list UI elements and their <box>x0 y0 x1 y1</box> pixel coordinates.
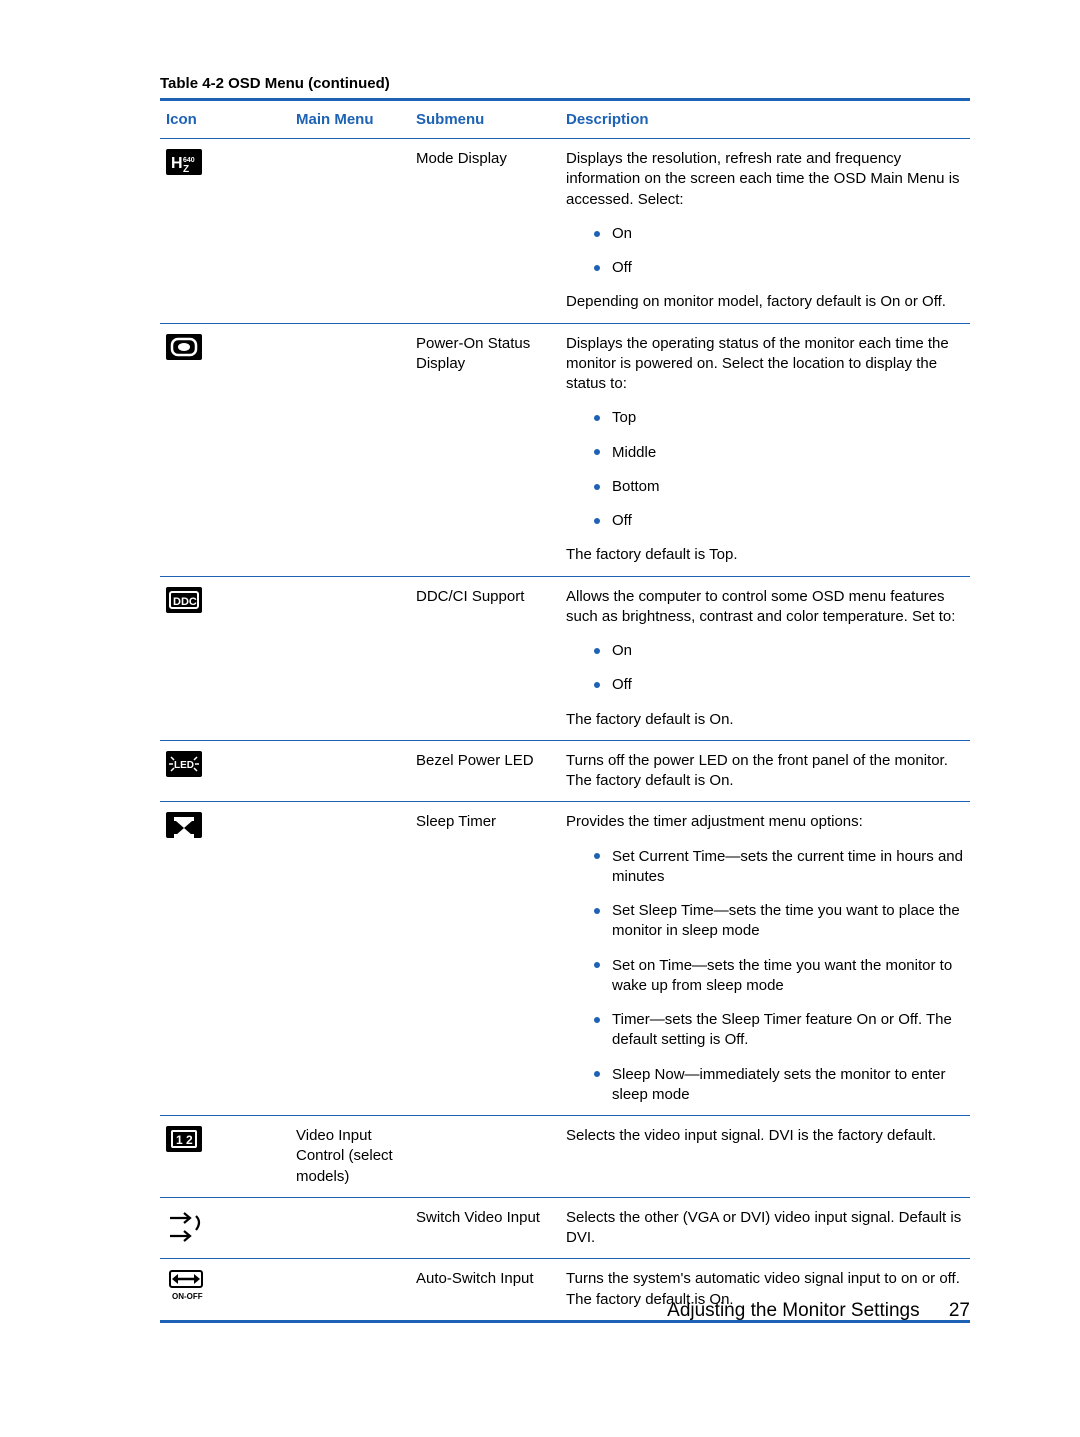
switch-input-icon <box>160 1197 290 1259</box>
col-header-main: Main Menu <box>290 101 410 139</box>
table-row: Switch Video InputSelects the other (VGA… <box>160 1197 970 1259</box>
description-cell: Selects the video input signal. DVI is t… <box>560 1116 970 1198</box>
auto-switch-icon: ON-OFF <box>160 1259 290 1320</box>
submenu-cell: Sleep Timer <box>410 802 560 1116</box>
description-cell: Displays the operating status of the mon… <box>560 323 970 576</box>
description-bullet: Timer—sets the Sleep Timer feature On or… <box>594 1010 964 1051</box>
submenu-cell: Auto-Switch Input <box>410 1259 560 1320</box>
description-bullet-list: Set Current Time—sets the current time i… <box>566 847 964 1106</box>
svg-text:LED: LED <box>174 760 194 771</box>
description-text: The factory default is On. <box>566 710 964 730</box>
sleep-timer-icon <box>160 802 290 1116</box>
svg-text:H: H <box>171 155 183 172</box>
main-menu-cell <box>290 139 410 324</box>
main-menu-cell <box>290 802 410 1116</box>
main-menu-cell: Video Input Control (select models) <box>290 1116 410 1198</box>
description-cell: Provides the timer adjustment menu optio… <box>560 802 970 1116</box>
svg-text:Z: Z <box>183 164 189 175</box>
description-cell: Displays the resolution, refresh rate an… <box>560 139 970 324</box>
main-menu-cell <box>290 740 410 802</box>
description-bullet: Off <box>594 675 964 695</box>
description-bullet: Set on Time—sets the time you want the m… <box>594 956 964 997</box>
description-bullet-list: On Off <box>566 224 964 279</box>
description-bullet: Off <box>594 511 964 531</box>
svg-text:1 2: 1 2 <box>176 1133 193 1147</box>
svg-text:640: 640 <box>183 157 195 164</box>
table-row: Power-On Status DisplayDisplays the oper… <box>160 323 970 576</box>
description-bullet-list: On Off <box>566 641 964 696</box>
page-footer: Adjusting the Monitor Settings 27 <box>667 1300 970 1322</box>
description-cell: Allows the computer to control some OSD … <box>560 576 970 740</box>
main-menu-cell <box>290 323 410 576</box>
table-row: 1 2 Video Input Control (select models) Se… <box>160 1116 970 1198</box>
submenu-cell: Mode Display <box>410 139 560 324</box>
description-bullet-list: Top Middle Bottom Off <box>566 408 964 531</box>
svg-text:DDC: DDC <box>173 596 197 608</box>
table-row: LED Bezel Power LEDTurns off the power LE… <box>160 740 970 802</box>
osd-table-wrapper: Icon Main Menu Submenu Description H640Z… <box>160 98 970 1323</box>
video-input-icon: 1 2 <box>160 1116 290 1198</box>
description-text: Turns off the power LED on the front pan… <box>566 751 964 792</box>
description-text: Displays the resolution, refresh rate an… <box>566 149 964 210</box>
ddc-icon: DDC <box>160 576 290 740</box>
submenu-cell: Switch Video Input <box>410 1197 560 1259</box>
description-bullet: Set Current Time—sets the current time i… <box>594 847 964 888</box>
description-text: Depending on monitor model, factory defa… <box>566 292 964 312</box>
svg-text:ON-OFF: ON-OFF <box>172 1292 203 1301</box>
col-header-description: Description <box>560 101 970 139</box>
table-row: DDC DDC/CI SupportAllows the computer to … <box>160 576 970 740</box>
description-bullet: Sleep Now—immediately sets the monitor t… <box>594 1065 964 1106</box>
main-menu-cell <box>290 1197 410 1259</box>
table-title: Table 4-2 OSD Menu (continued) <box>160 75 970 98</box>
table-row: H640Z Mode DisplayDisplays the resolution… <box>160 139 970 324</box>
description-text: Selects the video input signal. DVI is t… <box>566 1126 964 1146</box>
description-text: Provides the timer adjustment menu optio… <box>566 812 964 832</box>
main-menu-cell <box>290 1259 410 1320</box>
submenu-cell: Power-On Status Display <box>410 323 560 576</box>
hz-icon: H640Z <box>160 139 290 324</box>
description-text: Displays the operating status of the mon… <box>566 334 964 395</box>
description-text: Selects the other (VGA or DVI) video inp… <box>566 1208 964 1249</box>
led-icon: LED <box>160 740 290 802</box>
submenu-cell <box>410 1116 560 1198</box>
description-bullet: Set Sleep Time—sets the time you want to… <box>594 901 964 942</box>
description-bullet: On <box>594 641 964 661</box>
col-header-icon: Icon <box>160 101 290 139</box>
description-bullet: On <box>594 224 964 244</box>
table-row: Sleep Timer Provides the timer adjustment… <box>160 802 970 1116</box>
description-bullet: Top <box>594 408 964 428</box>
description-text: The factory default is Top. <box>566 545 964 565</box>
main-menu-cell <box>290 576 410 740</box>
footer-section: Adjusting the Monitor Settings <box>667 1300 919 1321</box>
footer-page-number: 27 <box>949 1300 970 1322</box>
description-bullet: Off <box>594 258 964 278</box>
submenu-cell: Bezel Power LED <box>410 740 560 802</box>
description-cell: Selects the other (VGA or DVI) video inp… <box>560 1197 970 1259</box>
col-header-submenu: Submenu <box>410 101 560 139</box>
description-text: Allows the computer to control some OSD … <box>566 587 964 628</box>
description-cell: Turns off the power LED on the front pan… <box>560 740 970 802</box>
osd-menu-table: Icon Main Menu Submenu Description H640Z… <box>160 101 970 1320</box>
table-header-row: Icon Main Menu Submenu Description <box>160 101 970 139</box>
description-bullet: Middle <box>594 443 964 463</box>
submenu-cell: DDC/CI Support <box>410 576 560 740</box>
power-status-icon <box>160 323 290 576</box>
description-bullet: Bottom <box>594 477 964 497</box>
